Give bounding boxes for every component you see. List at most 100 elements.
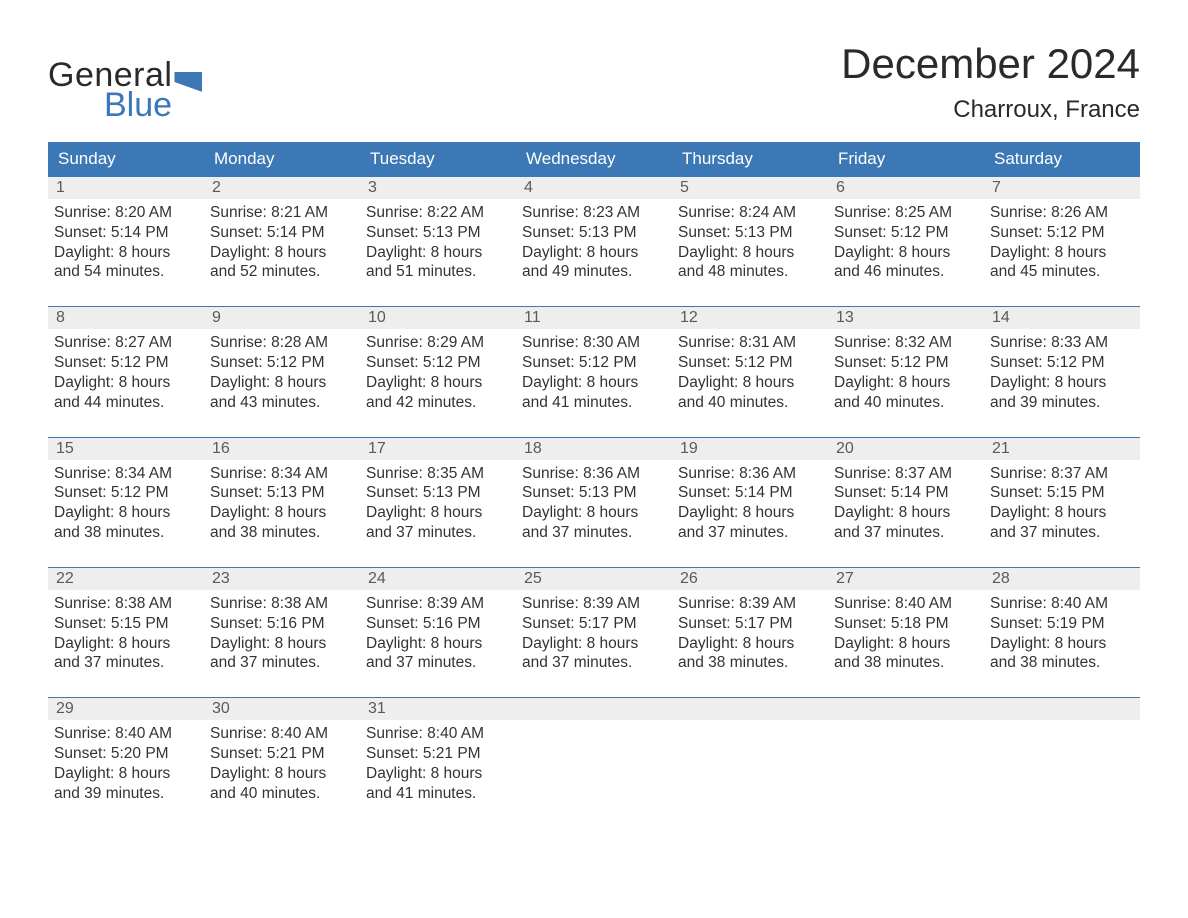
sunset-text: Sunset: 5:13 PM — [522, 223, 666, 243]
sunrise-text: Sunrise: 8:36 AM — [522, 464, 666, 484]
sunset-text: Sunset: 5:12 PM — [678, 353, 822, 373]
day-number: 20 — [828, 438, 984, 460]
day-cell: 15 Sunrise: 8:34 AMSunset: 5:12 PMDayligh… — [48, 438, 204, 545]
daylight-text: Daylight: 8 hours and 49 minutes. — [522, 243, 666, 283]
day-cell: 1Sunrise: 8:20 AMSunset: 5:14 PMDaylight… — [48, 177, 204, 284]
sunrise-text: Sunrise: 8:24 AM — [678, 203, 822, 223]
day-info: Sunrise: 8:40 AMSunset: 5:21 PMDaylight:… — [360, 720, 516, 805]
daylight-text: Daylight: 8 hours and 37 minutes. — [366, 503, 510, 543]
sunset-text: Sunset: 5:12 PM — [366, 353, 510, 373]
day-info: Sunrise: 8:36 AMSunset: 5:13 PMDaylight:… — [516, 460, 672, 545]
day-number: 22 — [48, 568, 204, 590]
daylight-text: Daylight: 8 hours and 37 minutes. — [54, 634, 198, 674]
day-cell: 3Sunrise: 8:22 AMSunset: 5:13 PMDaylight… — [360, 177, 516, 284]
day-info: Sunrise: 8:23 AMSunset: 5:13 PMDaylight:… — [516, 199, 672, 284]
sunrise-text: Sunrise: 8:23 AM — [522, 203, 666, 223]
daylight-text: Daylight: 8 hours and 39 minutes. — [990, 373, 1134, 413]
day-cell: 9Sunrise: 8:28 AMSunset: 5:12 PMDaylight… — [204, 307, 360, 414]
sunset-text: Sunset: 5:12 PM — [54, 483, 198, 503]
week-row: 15Sunrise: 8:34 AMSunset: 5:12 PMDayligh… — [48, 437, 1140, 545]
day-number: 11 — [516, 307, 672, 329]
sunrise-text: Sunrise: 8:40 AM — [54, 724, 198, 744]
sunset-text: Sunset: 5:14 PM — [678, 483, 822, 503]
day-number: 17 — [360, 438, 516, 460]
day-number: 29 — [48, 698, 204, 720]
day-info: Sunrise: 8:40 AMSunset: 5:19 PMDaylight:… — [984, 590, 1140, 675]
daylight-text: Daylight: 8 hours and 38 minutes. — [54, 503, 198, 543]
day-header-cell: Tuesday — [360, 142, 516, 176]
day-info: Sunrise: 8:24 AMSunset: 5:13 PMDaylight:… — [672, 199, 828, 284]
daylight-text: Daylight: 8 hours and 51 minutes. — [366, 243, 510, 283]
daylight-text: Daylight: 8 hours and 40 minutes. — [210, 764, 354, 804]
sunset-text: Sunset: 5:13 PM — [678, 223, 822, 243]
sunrise-text: Sunrise: 8:39 AM — [366, 594, 510, 614]
day-info: Sunrise: 8:40 AMSunset: 5:20 PMDaylight:… — [48, 720, 204, 805]
day-cell: 5Sunrise: 8:24 AMSunset: 5:13 PMDaylight… — [672, 177, 828, 284]
sunrise-text: Sunrise: 8:29 AM — [366, 333, 510, 353]
sunset-text: Sunset: 5:14 PM — [210, 223, 354, 243]
day-info: Sunrise: 8:38 AMSunset: 5:16 PMDaylight:… — [204, 590, 360, 675]
location: Charroux, France — [841, 96, 1140, 124]
sunrise-text: Sunrise: 8:28 AM — [210, 333, 354, 353]
day-info: Sunrise: 8:29 AMSunset: 5:12 PMDaylight:… — [360, 329, 516, 414]
day-info: Sunrise: 8:38 AMSunset: 5:15 PMDaylight:… — [48, 590, 204, 675]
sunrise-text: Sunrise: 8:33 AM — [990, 333, 1134, 353]
day-number: 15 — [48, 438, 204, 460]
day-number: 21 — [984, 438, 1140, 460]
sunrise-text: Sunrise: 8:40 AM — [834, 594, 978, 614]
sunrise-text: Sunrise: 8:39 AM — [522, 594, 666, 614]
day-cell: 18Sunrise: 8:36 AMSunset: 5:13 PMDayligh… — [516, 438, 672, 545]
daylight-text: Daylight: 8 hours and 37 minutes. — [522, 634, 666, 674]
daylight-text: Daylight: 8 hours and 44 minutes. — [54, 373, 198, 413]
day-cell: 26Sunrise: 8:39 AMSunset: 5:17 PMDayligh… — [672, 568, 828, 675]
sunset-text: Sunset: 5:13 PM — [366, 483, 510, 503]
day-number-empty — [516, 698, 672, 720]
day-cell: 10Sunrise: 8:29 AMSunset: 5:12 PMDayligh… — [360, 307, 516, 414]
day-number: 8 — [48, 307, 204, 329]
day-cell: 29Sunrise: 8:40 AMSunset: 5:20 PMDayligh… — [48, 698, 204, 805]
day-number: 2 — [204, 177, 360, 199]
week-row: 29Sunrise: 8:40 AMSunset: 5:20 PMDayligh… — [48, 697, 1140, 805]
sunrise-text: Sunrise: 8:26 AM — [990, 203, 1134, 223]
sunrise-text: Sunrise: 8:30 AM — [522, 333, 666, 353]
sunrise-text: Sunrise: 8:34 AM — [54, 464, 198, 484]
day-number: 18 — [516, 438, 672, 460]
sunrise-text: Sunrise: 8:22 AM — [366, 203, 510, 223]
day-info: Sunrise: 8:21 AMSunset: 5:14 PMDaylight:… — [204, 199, 360, 284]
sunset-text: Sunset: 5:12 PM — [990, 353, 1134, 373]
sunset-text: Sunset: 5:14 PM — [54, 223, 198, 243]
day-number-empty — [828, 698, 984, 720]
sunset-text: Sunset: 5:12 PM — [522, 353, 666, 373]
week-row: 1Sunrise: 8:20 AMSunset: 5:14 PMDaylight… — [48, 176, 1140, 284]
day-number: 27 — [828, 568, 984, 590]
daylight-text: Daylight: 8 hours and 52 minutes. — [210, 243, 354, 283]
day-cell: 17 Sunrise: 8:35 AMSunset: 5:13 PMDayligh… — [360, 438, 516, 545]
sunset-text: Sunset: 5:15 PM — [54, 614, 198, 634]
day-number: 19 — [672, 438, 828, 460]
day-info: Sunrise: 8:40 AMSunset: 5:21 PMDaylight:… — [204, 720, 360, 805]
day-info: Sunrise: 8:28 AMSunset: 5:12 PMDaylight:… — [204, 329, 360, 414]
day-number: 5 — [672, 177, 828, 199]
day-cell — [516, 698, 672, 805]
sunset-text: Sunset: 5:15 PM — [990, 483, 1134, 503]
day-cell: 22Sunrise: 8:38 AMSunset: 5:15 PMDayligh… — [48, 568, 204, 675]
day-cell: 6Sunrise: 8:25 AMSunset: 5:12 PMDaylight… — [828, 177, 984, 284]
week-row: 8Sunrise: 8:27 AMSunset: 5:12 PMDaylight… — [48, 306, 1140, 414]
sunrise-text: Sunrise: 8:35 AM — [366, 464, 510, 484]
day-cell: 2Sunrise: 8:21 AMSunset: 5:14 PMDaylight… — [204, 177, 360, 284]
day-cell: 19Sunrise: 8:36 AMSunset: 5:14 PMDayligh… — [672, 438, 828, 545]
sunrise-text: Sunrise: 8:39 AM — [678, 594, 822, 614]
day-number: 31 — [360, 698, 516, 720]
day-number: 14 — [984, 307, 1140, 329]
sunset-text: Sunset: 5:21 PM — [366, 744, 510, 764]
day-cell: 11Sunrise: 8:30 AMSunset: 5:12 PMDayligh… — [516, 307, 672, 414]
day-info: Sunrise: 8:37 AMSunset: 5:15 PMDaylight:… — [984, 460, 1140, 545]
day-cell — [828, 698, 984, 805]
logo: General Blue — [48, 40, 202, 122]
daylight-text: Daylight: 8 hours and 45 minutes. — [990, 243, 1134, 283]
day-info: Sunrise: 8:26 AMSunset: 5:12 PMDaylight:… — [984, 199, 1140, 284]
sunrise-text: Sunrise: 8:40 AM — [990, 594, 1134, 614]
day-header-row: SundayMondayTuesdayWednesdayThursdayFrid… — [48, 142, 1140, 176]
day-cell: 31Sunrise: 8:40 AMSunset: 5:21 PMDayligh… — [360, 698, 516, 805]
day-cell: 8Sunrise: 8:27 AMSunset: 5:12 PMDaylight… — [48, 307, 204, 414]
